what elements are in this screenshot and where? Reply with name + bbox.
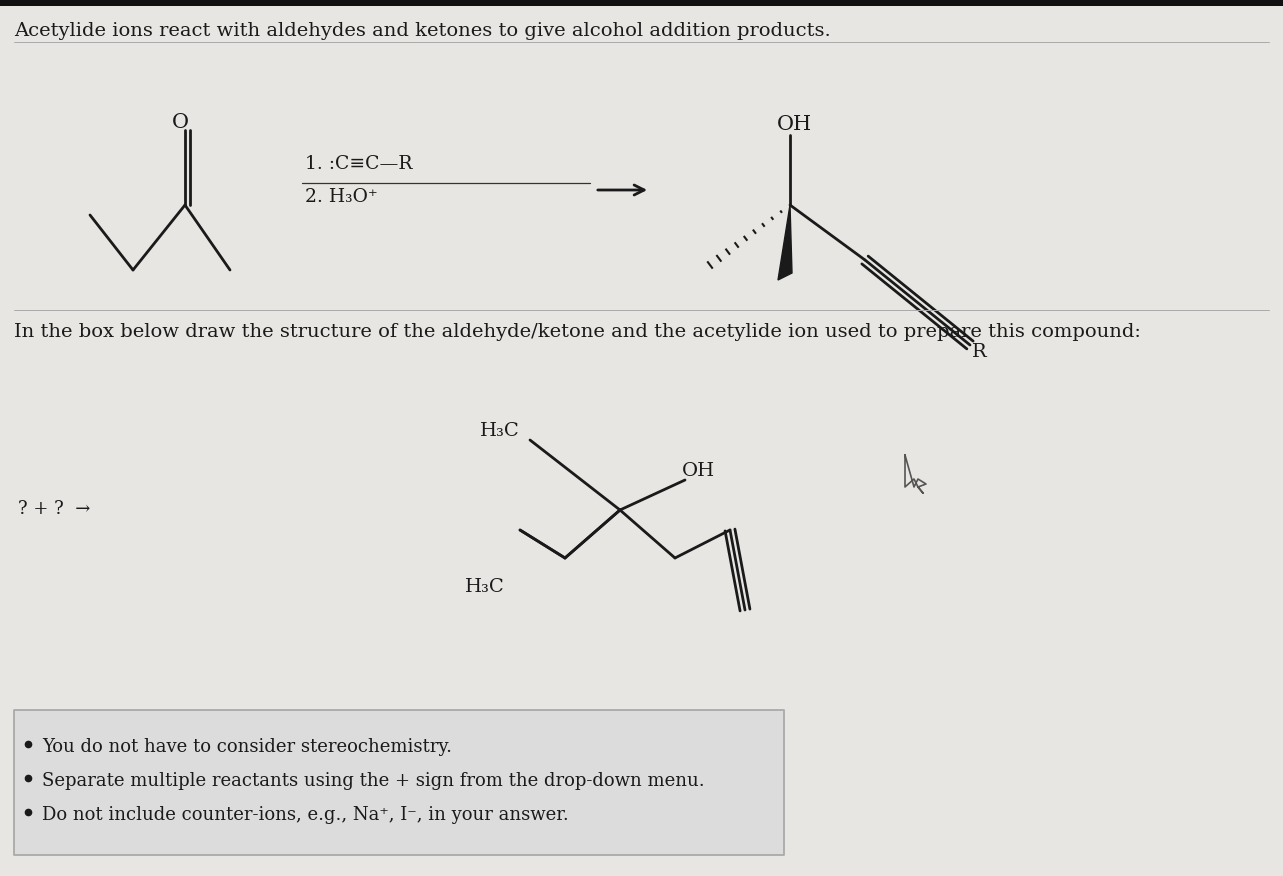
Text: ? + ?  →: ? + ? → <box>18 500 90 518</box>
Text: H₃C: H₃C <box>464 578 504 596</box>
Bar <box>14 710 784 855</box>
Text: R: R <box>973 343 987 361</box>
Bar <box>0 0 1283 6</box>
Text: O: O <box>172 113 189 132</box>
Text: Acetylide ions react with aldehydes and ketones to give alcohol addition product: Acetylide ions react with aldehydes and … <box>14 22 831 40</box>
Text: 1. :C≡C—R: 1. :C≡C—R <box>305 155 413 173</box>
Polygon shape <box>777 205 792 280</box>
Text: H₃C: H₃C <box>480 422 520 440</box>
Text: In the box below draw the structure of the aldehyde/ketone and the acetylide ion: In the box below draw the structure of t… <box>14 323 1141 341</box>
Text: OH: OH <box>777 115 812 134</box>
Text: You do not have to consider stereochemistry.: You do not have to consider stereochemis… <box>42 738 452 756</box>
Text: 2. H₃O⁺: 2. H₃O⁺ <box>305 188 377 206</box>
Text: OH: OH <box>683 462 715 480</box>
Text: Separate multiple reactants using the + sign from the drop-down menu.: Separate multiple reactants using the + … <box>42 772 704 790</box>
Text: Do not include counter-ions, e.g., Na⁺, I⁻, in your answer.: Do not include counter-ions, e.g., Na⁺, … <box>42 806 568 824</box>
